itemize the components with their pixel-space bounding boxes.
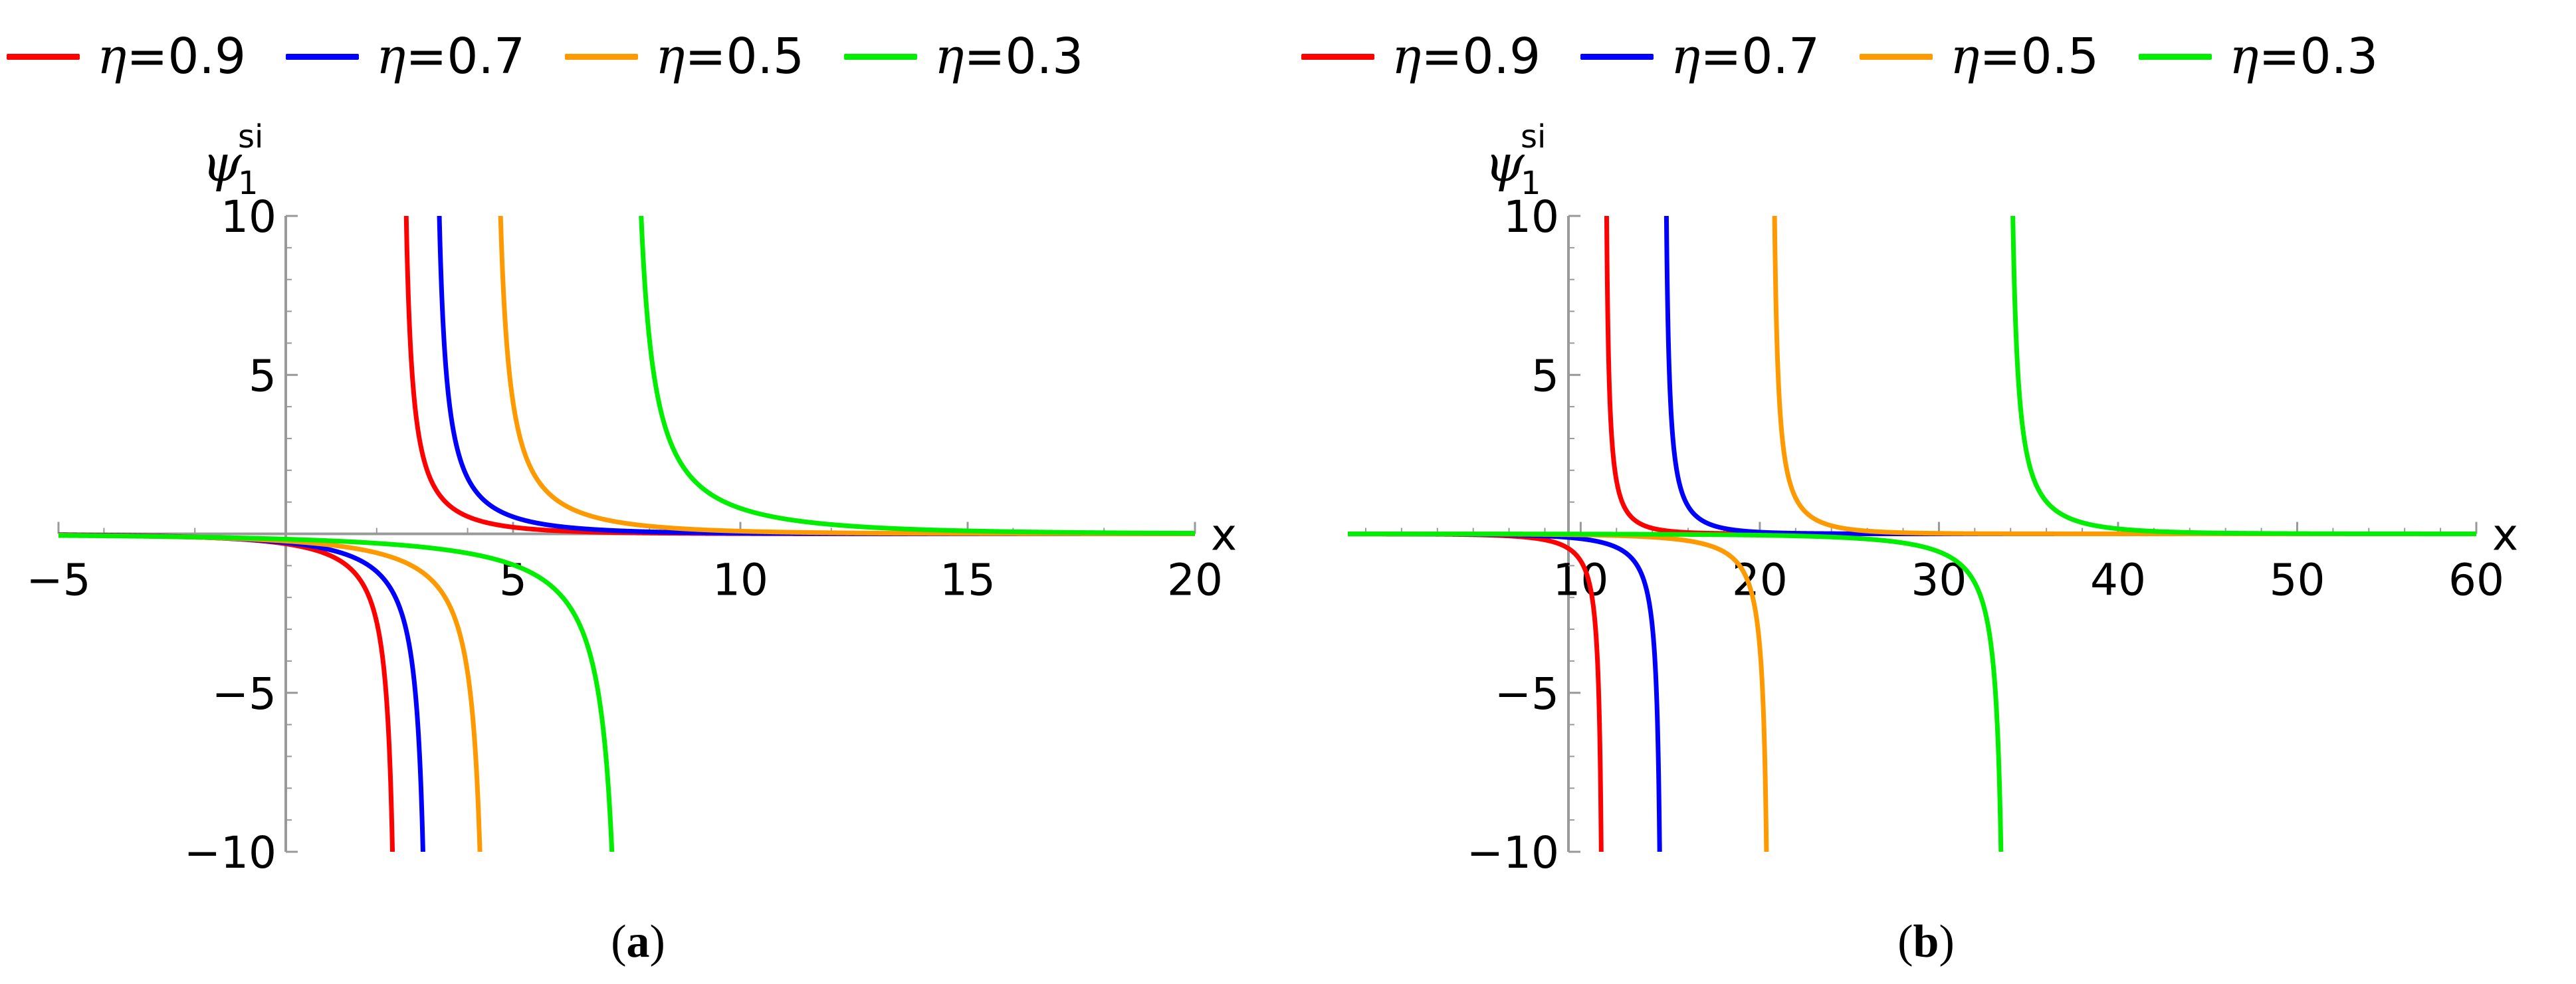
series-line [498,216,1195,536]
series-line [2010,216,2476,536]
x-tick-label: 60 [2448,555,2504,606]
series-line [1772,216,2476,536]
x-tick-label: 20 [1732,555,1788,606]
caption-b: (b) [1897,916,1955,967]
legend-swatch-red [7,53,80,60]
legend: η=0.9 η=0.7 η=0.5 η=0.3 [1301,28,2418,85]
legend-item: η=0.5 [1860,28,2099,85]
x-tick-label: 50 [2269,555,2325,606]
y-axis-label: ψ [1485,134,1525,193]
legend-swatch-orange [1860,53,1933,60]
legend-label: η=0.5 [655,28,805,85]
series-line [1348,532,2004,852]
legend-swatch-green [844,53,918,60]
legend-item: η=0.3 [844,28,1083,85]
series-group [1348,216,2476,852]
x-tick-label: 40 [2090,555,2146,606]
x-axis-label: x [1211,510,1237,561]
legend-label: η=0.3 [934,28,1084,85]
y-tick-label: −5 [1495,668,1559,720]
legend-item: η=0.7 [286,28,525,85]
legend-item: η=0.7 [1580,28,1820,85]
y-axis-label: ψ [202,134,243,193]
legend-swatch-green [2139,53,2212,60]
legend-label: η=0.5 [1950,28,2099,85]
series-line [639,216,1195,536]
legend-item: η=0.9 [1301,28,1541,85]
legend-item: η=0.9 [7,28,246,85]
y-tick-label: 5 [249,350,276,401]
y-tick-label: −10 [1467,827,1559,878]
x-axis-label: x [2492,510,2518,561]
x-tick-label: 15 [940,555,996,606]
legend-item: η=0.3 [2139,28,2378,85]
legend-label: η=0.7 [376,28,526,85]
y-tick-label: 10 [1503,191,1559,243]
y-tick-label: −5 [212,668,276,720]
legend-swatch-blue [1580,53,1654,60]
x-tick-label: 20 [1167,555,1223,606]
panel-b: η=0.9 η=0.7 η=0.5 η=0.3 10 20 30 40 50 60 −10−… [1288,0,2576,984]
legend-swatch-orange [565,53,639,60]
y-tick-label: 5 [1531,350,1559,401]
legend: η=0.9 η=0.7 η=0.5 η=0.3 [7,28,1123,85]
legend-label: η=0.9 [97,28,247,85]
y-axis-label-subscript: 1 [1521,165,1541,202]
legend-item: η=0.5 [565,28,804,85]
series-line [1604,216,2476,536]
series-line [403,216,1195,536]
legend-label: η=0.9 [1392,28,1541,85]
legend-label: η=0.7 [1671,28,1820,85]
y-axis-label-superscript: si [1521,118,1546,155]
legend-swatch-blue [286,53,360,60]
series-line [437,216,1195,536]
series-group [58,216,1195,852]
x-tick-label: −5 [26,555,90,606]
x-tick-label: 10 [712,555,768,606]
y-axis-label-subscript: 1 [238,165,259,202]
legend-swatch-red [1301,53,1374,60]
y-axis-label-superscript: si [238,118,263,155]
legend-label: η=0.3 [2229,28,2379,85]
series-line [58,533,615,852]
y-tick-label: 10 [221,191,276,243]
y-tick-label: −10 [184,827,276,878]
panel-a: η=0.9 η=0.7 η=0.5 η=0.3 −5 5 10 15 20 −10 −5 5 1… [7,28,1237,967]
caption-a: (a) [611,916,665,967]
